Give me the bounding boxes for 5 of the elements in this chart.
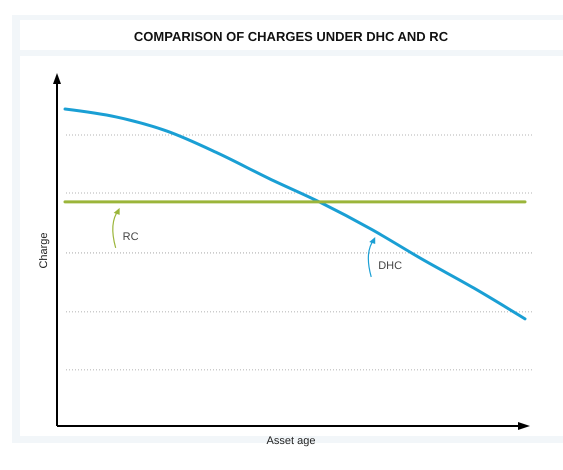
y-axis-title: Charge [38,232,50,269]
chart-title: COMPARISON OF CHARGES UNDER DHC AND RC [134,29,449,44]
x-axis-title: Asset age [266,435,316,447]
series-label: DHC [378,260,402,272]
text: RC [122,230,139,243]
